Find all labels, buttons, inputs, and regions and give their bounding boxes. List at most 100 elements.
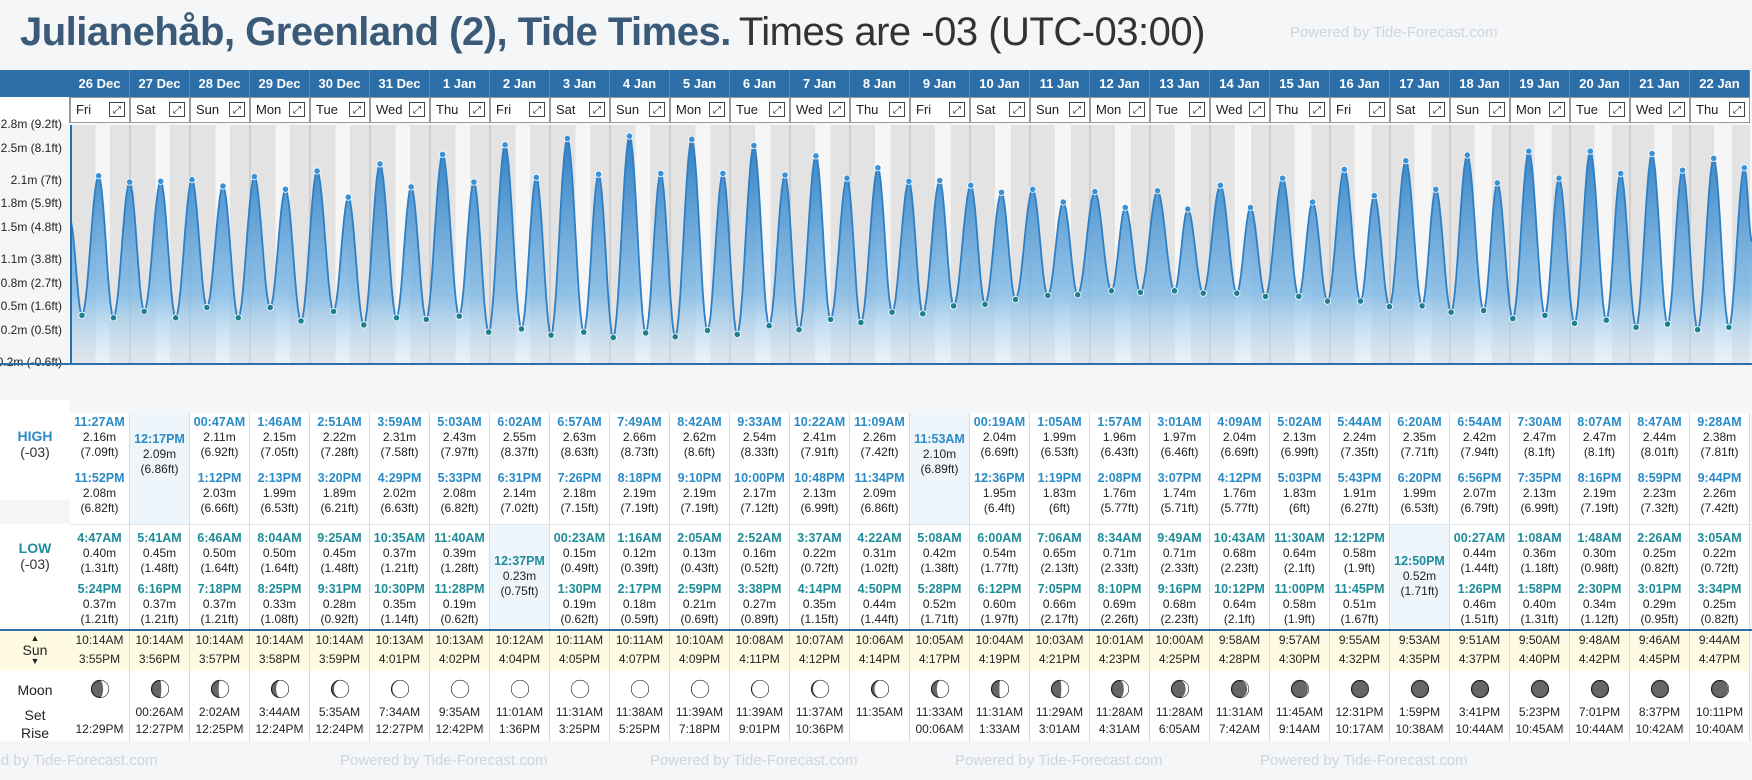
weekday-cell: Mon ⤢: [250, 97, 310, 123]
low-tide-height-ft: (2.13ft): [1040, 561, 1079, 575]
high-tide-point: [1586, 147, 1594, 155]
weekday-cell: Thu ⤢: [1690, 97, 1750, 123]
weekday-label: Tue: [736, 102, 758, 117]
low-tide-height-m: 0.71m: [1162, 546, 1197, 560]
expand-icon[interactable]: ⤢: [1249, 102, 1265, 117]
low-tide-cell: 2:26AM 0.25m (0.82ft) 3:01PM 0.29m (0.95ft): [1630, 524, 1690, 629]
moon-cell: 11:38AM 5:25PM: [610, 671, 670, 741]
expand-icon[interactable]: ⤢: [769, 102, 785, 117]
day-column: 16 Jan Fri ⤢ 5:44AM 2.24m (7.35ft) 5:43PM 1.91m…: [1330, 70, 1390, 750]
expand-icon[interactable]: ⤢: [289, 102, 305, 117]
weekday-label: Tue: [1156, 102, 1178, 117]
low-tide-entry: 8:34AM 0.71m (2.33ft): [1090, 531, 1149, 576]
sun-times-cell: 10:07AM 4:12PM: [790, 629, 850, 671]
high-tide-height-m: 2.08m: [442, 486, 477, 500]
expand-icon[interactable]: ⤢: [829, 102, 845, 117]
expand-icon[interactable]: ⤢: [1069, 102, 1085, 117]
high-tide-cell: 12:17PM 2.09m (6.86ft): [130, 413, 190, 524]
high-tide-entry: 9:10PM 2.19m (7.19ft): [670, 471, 729, 516]
low-tide-point: [1385, 303, 1394, 311]
expand-icon[interactable]: ⤢: [1129, 102, 1145, 117]
moon-cell: 11:35AM: [850, 671, 910, 741]
expand-icon[interactable]: ⤢: [889, 102, 905, 117]
expand-icon[interactable]: ⤢: [1609, 102, 1625, 117]
expand-icon[interactable]: ⤢: [589, 102, 605, 117]
expand-icon[interactable]: ⤢: [1189, 102, 1205, 117]
expand-icon[interactable]: ⤢: [469, 102, 485, 117]
high-tide-height-m: 2.44m: [1642, 430, 1677, 444]
high-tide-entry: 3:59AM 2.31m (7.58ft): [370, 415, 429, 460]
expand-icon[interactable]: ⤢: [109, 102, 125, 117]
sunrise-time: 10:13AM: [435, 633, 484, 647]
moon-cell: 5:35AM 12:24PM: [310, 671, 370, 741]
weekday-label: Thu: [1696, 102, 1719, 117]
weekday-label: Sun: [616, 102, 640, 117]
high-tide-entry: 7:26PM 2.18m (7.15ft): [550, 471, 609, 516]
day-column: 1 Jan Thu ⤢ 5:03AM 2.43m (7.97ft) 5:33PM 2.08m(…: [430, 70, 490, 750]
expand-icon[interactable]: ⤢: [1669, 102, 1685, 117]
low-tide-height-m: 0.44m: [1462, 546, 1497, 560]
expand-icon[interactable]: ⤢: [529, 102, 545, 117]
high-tide-point: [594, 170, 603, 178]
high-tide-entry: 9:28AM 2.38m (7.81ft): [1690, 415, 1749, 460]
sunrise-time: 10:07AM: [795, 633, 844, 647]
low-tide-height-m: 0.44m: [862, 597, 897, 611]
low-tide-entry: 10:35AM 0.37m (1.21ft): [370, 531, 429, 576]
low-tide-entry: 6:12PM 0.60m (1.97ft): [970, 582, 1029, 627]
expand-icon[interactable]: ⤢: [1369, 102, 1385, 117]
sun-times-cell: 10:14AM 3:59PM: [310, 629, 370, 671]
weekday-label: Tue: [1576, 102, 1598, 117]
expand-icon[interactable]: ⤢: [229, 102, 245, 117]
day-column: 2 Jan Fri ⤢ 6:02AM 2.55m (8.37ft) 6:31PM 2.14m(…: [490, 70, 550, 750]
weekday-cell: Wed ⤢: [370, 97, 430, 123]
high-tide-height-m: 2.26m: [862, 430, 897, 444]
expand-icon[interactable]: ⤢: [1489, 102, 1505, 117]
high-tide-entry: 11:27AM 2.16m (7.09ft): [70, 415, 129, 460]
high-tide-height-ft: (6ft): [1048, 501, 1071, 515]
high-tide-point: [1648, 149, 1656, 158]
high-tide-cell: 10:22AM 2.41m (7.91ft) 10:48PM 2.13m (6.99ft): [790, 413, 850, 524]
high-tide-point: [344, 193, 352, 201]
low-tide-height-ft: (1.64ft): [200, 561, 239, 575]
high-tide-entry: 8:47AM 2.44m (8.01ft): [1630, 415, 1689, 460]
expand-icon[interactable]: ⤢: [1549, 102, 1565, 117]
moon-phase-icon: [930, 679, 949, 699]
powered-by-watermark: Powered by Tide-Forecast.com: [1260, 752, 1468, 769]
moonset-time: 00:26AM: [135, 705, 184, 719]
low-tide-height-m: 0.50m: [202, 546, 237, 560]
low-tide-height-ft: (1.21ft): [380, 561, 419, 575]
low-tide-height-m: 0.58m: [1342, 546, 1377, 560]
low-tide-point: [580, 328, 588, 336]
high-tide-height-m: 2.07m: [1462, 486, 1497, 500]
high-tide-entry: 4:29PM 2.02m (6.63ft): [370, 471, 429, 516]
low-tide-entry: 1:30PM 0.19m (0.62ft): [550, 582, 609, 627]
expand-icon[interactable]: ⤢: [709, 102, 725, 117]
low-tide-time: 4:50PM: [857, 582, 902, 596]
low-tide-entry: 8:25PM 0.33m (1.08ft): [250, 582, 309, 627]
expand-icon[interactable]: ⤢: [1009, 102, 1025, 117]
weekday-cell: Wed ⤢: [790, 97, 850, 123]
high-tide-height-ft: (6ft): [1288, 501, 1311, 515]
expand-icon[interactable]: ⤢: [1309, 102, 1325, 117]
expand-icon[interactable]: ⤢: [349, 102, 365, 117]
high-tide-entry: 5:03PM 1.83m (6ft): [1270, 471, 1329, 516]
low-tide-time: 2:52AM: [737, 531, 782, 545]
high-tide-point: [874, 164, 882, 172]
low-tide-cell: 1:48AM 0.30m (0.98ft) 2:30PM 0.34m (1.12ft): [1570, 524, 1630, 629]
expand-icon[interactable]: ⤢: [409, 102, 425, 117]
moonset-time: 11:31AM: [555, 705, 604, 719]
expand-icon[interactable]: ⤢: [169, 102, 185, 117]
expand-icon[interactable]: ⤢: [1729, 102, 1745, 117]
low-tide-height-m: 0.37m: [382, 546, 417, 560]
low-tide-cell: 5:41AM 0.45m (1.48ft) 6:16PM 0.37m (1.21ft): [130, 524, 190, 629]
high-tide-point: [1525, 147, 1533, 155]
high-tide-entry: 8:07AM 2.47m (8.1ft): [1570, 415, 1629, 460]
expand-icon[interactable]: ⤢: [649, 102, 665, 117]
low-tide-cell: 7:06AM 0.65m (2.13ft) 7:05PM 0.66m (2.17ft): [1030, 524, 1090, 629]
expand-icon[interactable]: ⤢: [1429, 102, 1445, 117]
moon-phase-icon: [1050, 679, 1069, 699]
expand-icon[interactable]: ⤢: [949, 102, 965, 117]
date-header: 5 Jan: [670, 70, 730, 97]
high-tide-height-m: 1.74m: [1162, 486, 1197, 500]
low-tide-entry: 3:37AM 0.22m (0.72ft): [790, 531, 849, 576]
